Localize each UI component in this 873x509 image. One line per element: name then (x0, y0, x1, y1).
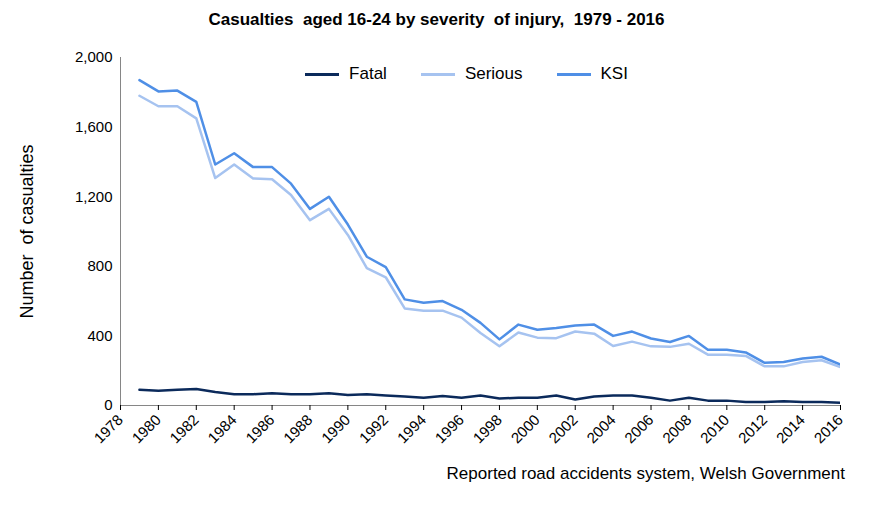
svg-text:400: 400 (87, 327, 112, 344)
svg-text:1992: 1992 (356, 411, 392, 447)
svg-text:1982: 1982 (166, 411, 202, 447)
svg-text:1980: 1980 (128, 411, 164, 447)
svg-text:0: 0 (104, 396, 112, 413)
svg-text:2016: 2016 (810, 411, 846, 447)
svg-text:2006: 2006 (621, 411, 657, 447)
svg-text:2010: 2010 (697, 411, 733, 447)
html-text:KSI: KSI (600, 64, 628, 83)
svg-text:1994: 1994 (394, 411, 430, 447)
svg-text:1988: 1988 (280, 411, 316, 447)
svg-text:2004: 2004 (583, 411, 619, 447)
svg-text:800: 800 (87, 257, 112, 274)
svg-text:2008: 2008 (659, 411, 695, 447)
svg-text:2012: 2012 (735, 411, 771, 447)
svg-text:2014: 2014 (773, 411, 809, 447)
html-text:Reported road accidents system: Reported road accidents system, Welsh Go… (446, 464, 845, 483)
svg-text:1986: 1986 (242, 411, 278, 447)
svg-text:2,000: 2,000 (75, 48, 113, 65)
svg-text:Number of casualties: Number of casualties (17, 144, 37, 318)
svg-text:1,600: 1,600 (75, 118, 113, 135)
html-text:Casualties aged 16-24 by sever: Casualties aged 16-24 by severity of inj… (208, 10, 665, 29)
svg-text:1,200: 1,200 (75, 188, 113, 205)
svg-text:2002: 2002 (545, 411, 581, 447)
html-text:Serious: Serious (464, 64, 523, 83)
svg-text:1990: 1990 (318, 411, 354, 447)
svg-text:1996: 1996 (431, 411, 467, 447)
html-text:Fatal: Fatal (349, 64, 387, 83)
svg-text:1978: 1978 (90, 411, 126, 447)
svg-text:1984: 1984 (204, 411, 240, 447)
svg-text:1998: 1998 (469, 411, 505, 447)
svg-text:2000: 2000 (507, 411, 543, 447)
